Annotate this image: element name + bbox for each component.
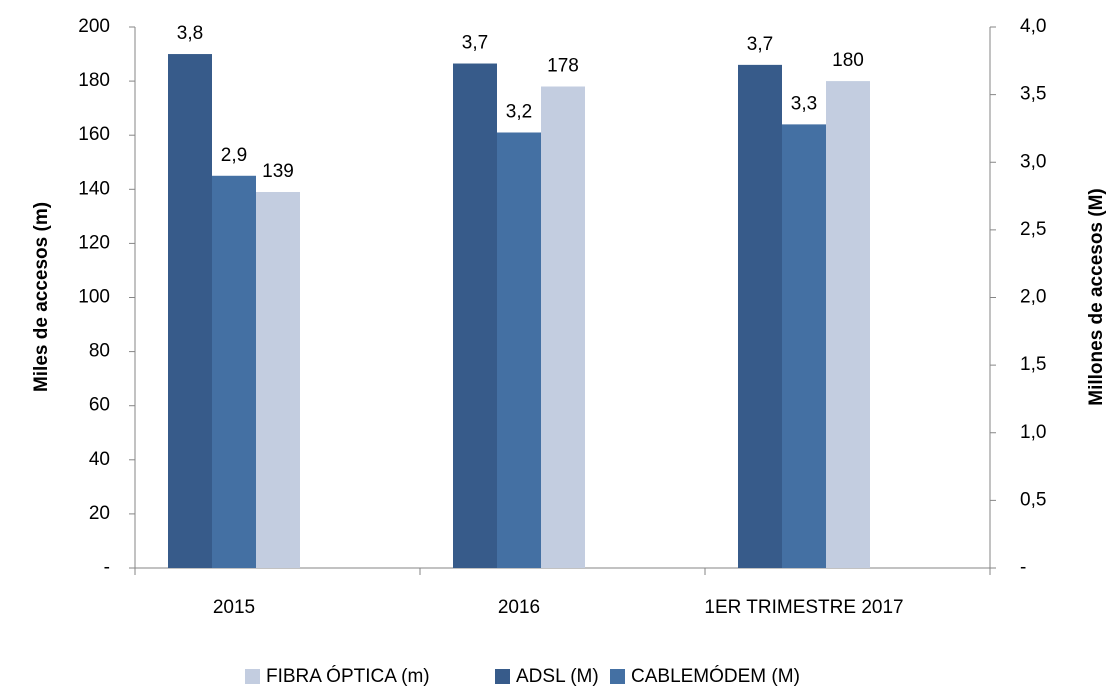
legend-swatch bbox=[495, 669, 510, 684]
y2-tick-label: 1,0 bbox=[1020, 422, 1046, 443]
y-tick-label: 100 bbox=[78, 287, 110, 308]
bar bbox=[168, 54, 212, 569]
y-axis-label: Miles de accesos (m) bbox=[31, 202, 52, 392]
data-label: 139 bbox=[262, 161, 294, 182]
data-label: 3,8 bbox=[177, 23, 203, 44]
y-tick-label: 60 bbox=[89, 395, 110, 416]
y2-tick-label: - bbox=[1020, 557, 1026, 578]
y-tick-label: 40 bbox=[89, 449, 110, 470]
bar bbox=[826, 81, 870, 568]
bar bbox=[497, 132, 541, 568]
y2-tick-label: 3,5 bbox=[1020, 84, 1046, 105]
data-label: 3,7 bbox=[747, 34, 773, 55]
y-tick-label: 120 bbox=[78, 232, 110, 253]
legend-swatch bbox=[245, 669, 260, 684]
data-label: 178 bbox=[547, 56, 579, 77]
data-label: 3,7 bbox=[462, 33, 488, 54]
data-label: 3,3 bbox=[791, 93, 817, 114]
legend-label: CABLEMÓDEM (M) bbox=[631, 665, 800, 687]
x-tick-label: 1ER TRIMESTRE 2017 bbox=[704, 597, 903, 618]
legend-label: ADSL (M) bbox=[516, 666, 599, 687]
bar bbox=[256, 192, 300, 568]
y-tick-label: - bbox=[104, 557, 110, 578]
x-tick-label: 2015 bbox=[213, 597, 255, 618]
y-tick-label: 80 bbox=[89, 341, 110, 362]
y-tick-label: 160 bbox=[78, 124, 110, 145]
data-label: 2,9 bbox=[221, 145, 247, 166]
bar bbox=[782, 124, 826, 568]
y2-tick-label: 1,5 bbox=[1020, 354, 1046, 375]
y-tick-label: 140 bbox=[78, 178, 110, 199]
y2-tick-label: 2,0 bbox=[1020, 287, 1046, 308]
x-tick-label: 2016 bbox=[498, 597, 540, 618]
y2-tick-label: 4,0 bbox=[1020, 16, 1046, 37]
bar bbox=[212, 175, 256, 568]
y2-axis-label: Millones de accesos (M) bbox=[1086, 188, 1107, 406]
y-tick-label: 180 bbox=[78, 70, 110, 91]
data-label: 180 bbox=[832, 50, 864, 71]
legend-label: FIBRA ÓPTICA (m) bbox=[266, 665, 430, 687]
y2-tick-label: 0,5 bbox=[1020, 489, 1046, 510]
y2-tick-label: 3,0 bbox=[1020, 151, 1046, 172]
y2-tick-label: 2,5 bbox=[1020, 219, 1046, 240]
y-tick-label: 200 bbox=[78, 16, 110, 37]
legend-swatch bbox=[610, 669, 625, 684]
bar bbox=[738, 64, 782, 569]
bar bbox=[453, 63, 497, 569]
bar bbox=[541, 86, 585, 568]
data-label: 3,2 bbox=[506, 102, 532, 123]
y-tick-label: 20 bbox=[89, 503, 110, 524]
